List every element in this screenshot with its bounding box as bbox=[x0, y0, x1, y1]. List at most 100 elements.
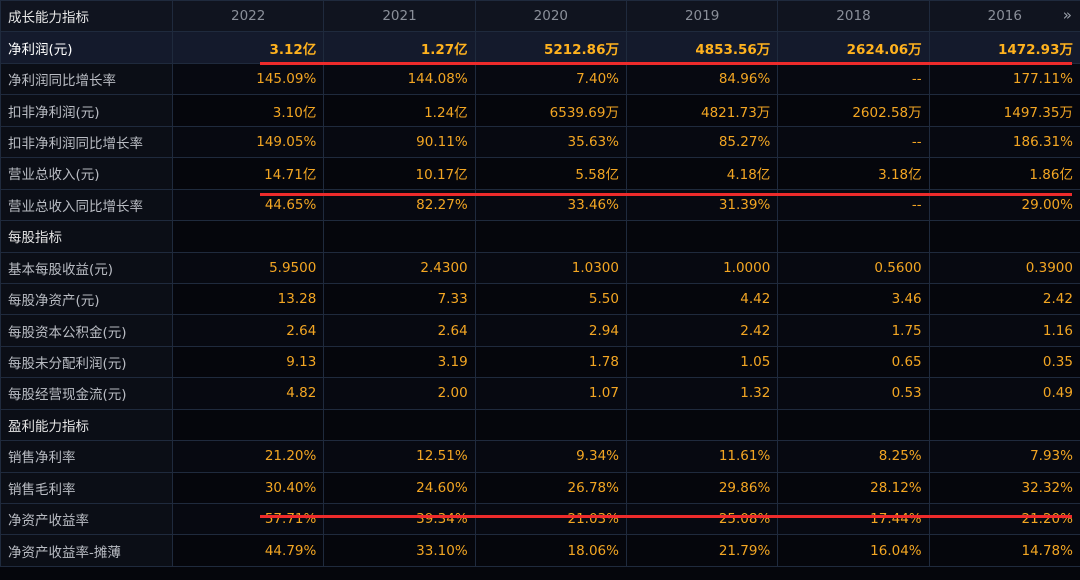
value-cell: 9.34% bbox=[474, 440, 627, 473]
year-header-2021[interactable]: 2021 bbox=[323, 0, 476, 33]
value-cell: 28.12% bbox=[777, 471, 930, 505]
row-label: 扣非净利润同比增长率 bbox=[0, 125, 173, 159]
value-cell: 2.64 bbox=[323, 314, 476, 347]
year-header-2022[interactable]: 2022 bbox=[171, 0, 325, 33]
value-cell: 2.42 bbox=[625, 314, 779, 347]
table-row[interactable]: 基本每股收益(元) 5.9500 2.4300 1.0300 1.0000 0.5600 0… bbox=[0, 251, 1080, 284]
value-cell: 1.86亿 bbox=[928, 157, 1080, 190]
value-cell: 1472.93万 bbox=[928, 31, 1080, 64]
table-row[interactable]: 净资产收益率 57.71% 39.34% 21.03% 25.08% 17.44% 21.2… bbox=[0, 502, 1080, 536]
value-cell bbox=[625, 220, 779, 253]
value-cell: 1497.35万 bbox=[928, 94, 1080, 127]
value-cell: 1.0000 bbox=[625, 251, 779, 284]
value-cell: 18.06% bbox=[474, 534, 627, 567]
value-cell: 14.78% bbox=[928, 534, 1080, 567]
value-cell bbox=[625, 408, 779, 442]
table-row[interactable]: 净利润同比增长率 145.09% 144.08% 7.40% 84.96% -- 177.1… bbox=[0, 62, 1080, 96]
year-header-2016[interactable]: 2016 » bbox=[928, 0, 1080, 33]
value-cell: 2.42 bbox=[928, 282, 1080, 316]
value-cell: 149.05% bbox=[171, 125, 325, 159]
value-cell: 2.94 bbox=[474, 314, 627, 347]
year-header-2016-label: 2016 bbox=[987, 8, 1022, 25]
value-cell: 7.93% bbox=[928, 440, 1080, 473]
row-label: 净利润(元) bbox=[0, 31, 173, 64]
value-cell: 35.63% bbox=[474, 125, 627, 159]
table-row[interactable]: 每股未分配利润(元) 9.13 3.19 1.78 1.05 0.65 0.35 bbox=[0, 345, 1080, 379]
value-cell: 24.60% bbox=[323, 471, 476, 505]
row-label: 每股净资产(元) bbox=[0, 282, 173, 316]
value-cell bbox=[928, 408, 1080, 442]
value-cell: 16.04% bbox=[777, 534, 930, 567]
table-row[interactable]: 扣非净利润(元) 3.10亿 1.24亿 6539.69万 4821.73万 2602.5… bbox=[0, 94, 1080, 127]
value-cell: 1.32 bbox=[625, 377, 779, 410]
value-cell: 6539.69万 bbox=[474, 94, 627, 127]
value-cell: 3.46 bbox=[777, 282, 930, 316]
year-header-2020[interactable]: 2020 bbox=[474, 0, 627, 33]
value-cell: 1.24亿 bbox=[323, 94, 476, 127]
table-row[interactable]: 每股资本公积金(元) 2.64 2.64 2.94 2.42 1.75 1.16 bbox=[0, 314, 1080, 347]
highlight-line-revenue bbox=[260, 193, 1072, 196]
table-row[interactable]: 净利润(元) 3.12亿 1.27亿 5212.86万 4853.56万 2624.06万… bbox=[0, 31, 1080, 64]
value-cell: 186.31% bbox=[928, 125, 1080, 159]
highlight-line-gross-margin bbox=[260, 515, 1072, 518]
value-cell: 5.58亿 bbox=[474, 157, 627, 190]
highlight-line-net-profit bbox=[260, 62, 1072, 65]
value-cell: 29.86% bbox=[625, 471, 779, 505]
value-cell: 10.17亿 bbox=[323, 157, 476, 190]
value-cell: 21.20% bbox=[171, 440, 325, 473]
year-header-2019[interactable]: 2019 bbox=[625, 0, 779, 33]
table-row[interactable]: 营业总收入(元) 14.71亿 10.17亿 5.58亿 4.18亿 3.18亿 1.86亿 bbox=[0, 157, 1080, 190]
value-cell: 11.61% bbox=[625, 440, 779, 473]
value-cell bbox=[777, 408, 930, 442]
value-cell: 14.71亿 bbox=[171, 157, 325, 190]
table-row[interactable]: 盈利能力指标 bbox=[0, 408, 1080, 442]
value-cell: 1.27亿 bbox=[323, 31, 476, 64]
value-cell: 5.50 bbox=[474, 282, 627, 316]
row-label: 扣非净利润(元) bbox=[0, 94, 173, 127]
value-cell: 2.00 bbox=[323, 377, 476, 410]
value-cell bbox=[171, 408, 325, 442]
table-row[interactable]: 每股净资产(元) 13.28 7.33 5.50 4.42 3.46 2.42 bbox=[0, 282, 1080, 316]
value-cell: 1.0300 bbox=[474, 251, 627, 284]
value-cell: 90.11% bbox=[323, 125, 476, 159]
double-chevron-right-icon[interactable]: » bbox=[1062, 6, 1072, 24]
value-cell: 0.5600 bbox=[777, 251, 930, 284]
value-cell: 2.4300 bbox=[323, 251, 476, 284]
value-cell: 3.19 bbox=[323, 345, 476, 379]
value-cell: 5.9500 bbox=[171, 251, 325, 284]
value-cell: 39.34% bbox=[323, 502, 476, 536]
row-label: 销售净利率 bbox=[0, 440, 173, 473]
value-cell: 4821.73万 bbox=[625, 94, 779, 127]
value-cell: 0.65 bbox=[777, 345, 930, 379]
table-row[interactable]: 每股经营现金流(元) 4.82 2.00 1.07 1.32 0.53 0.49 bbox=[0, 377, 1080, 410]
value-cell: 13.28 bbox=[171, 282, 325, 316]
table-row[interactable]: 净资产收益率-摊薄 44.79% 33.10% 18.06% 21.79% 16.04% 1… bbox=[0, 534, 1080, 567]
value-cell: 0.53 bbox=[777, 377, 930, 410]
row-label: 基本每股收益(元) bbox=[0, 251, 173, 284]
value-cell: 0.3900 bbox=[928, 251, 1080, 284]
table-title: 成长能力指标 bbox=[0, 0, 173, 33]
table-row[interactable]: 每股指标 bbox=[0, 220, 1080, 253]
year-header-2018[interactable]: 2018 bbox=[777, 0, 930, 33]
value-cell bbox=[323, 408, 476, 442]
value-cell bbox=[777, 220, 930, 253]
financial-indicators-table: 成长能力指标 2022 2021 2020 2019 2018 2016 » 净… bbox=[0, 0, 1080, 567]
row-label: 净资产收益率 bbox=[0, 502, 173, 536]
table-row[interactable]: 销售毛利率 30.40% 24.60% 26.78% 29.86% 28.12% 32.32… bbox=[0, 471, 1080, 505]
value-cell: 3.12亿 bbox=[171, 31, 325, 64]
value-cell: 44.79% bbox=[171, 534, 325, 567]
table-row[interactable]: 销售净利率 21.20% 12.51% 9.34% 11.61% 8.25% 7.93% bbox=[0, 440, 1080, 473]
section-heading: 盈利能力指标 bbox=[0, 408, 173, 442]
table-row[interactable]: 扣非净利润同比增长率 149.05% 90.11% 35.63% 85.27% -- 186… bbox=[0, 125, 1080, 159]
value-cell: 26.78% bbox=[474, 471, 627, 505]
value-cell: 3.10亿 bbox=[171, 94, 325, 127]
value-cell: 84.96% bbox=[625, 62, 779, 96]
value-cell: 1.75 bbox=[777, 314, 930, 347]
value-cell: 4.42 bbox=[625, 282, 779, 316]
value-cell: 17.44% bbox=[777, 502, 930, 536]
value-cell: 7.40% bbox=[474, 62, 627, 96]
value-cell: 2602.58万 bbox=[777, 94, 930, 127]
value-cell: 33.10% bbox=[323, 534, 476, 567]
value-cell: 8.25% bbox=[777, 440, 930, 473]
value-cell: 1.07 bbox=[474, 377, 627, 410]
